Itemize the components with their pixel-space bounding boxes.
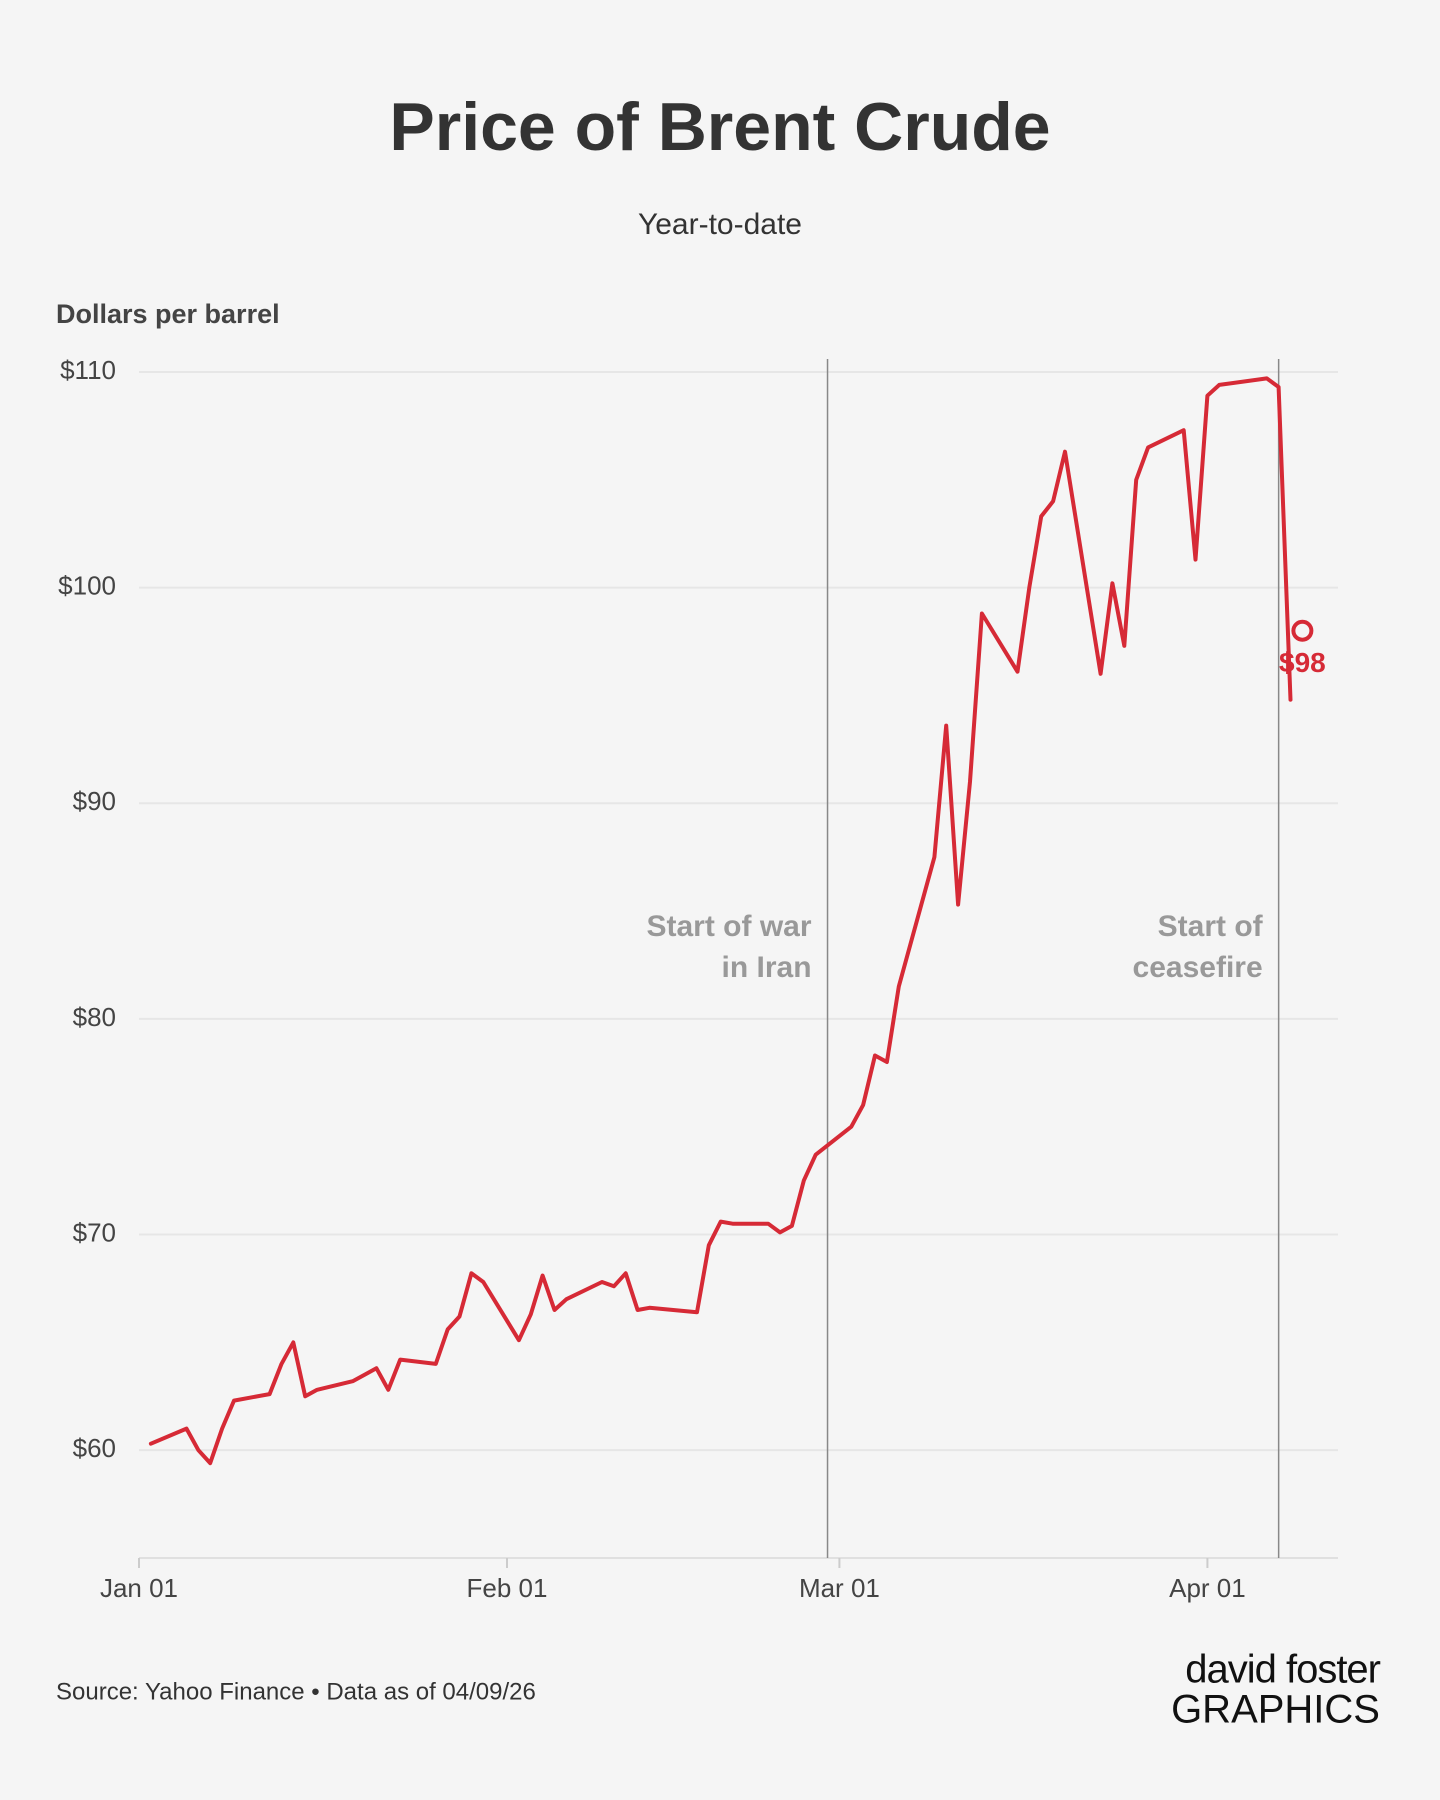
event-label: Start of war [647, 910, 812, 943]
logo-line2: GRAPHICS [1171, 1688, 1380, 1732]
event-label: ceasefire [1133, 951, 1263, 984]
x-tick-label: Apr 01 [1169, 1573, 1246, 1603]
y-tick-label: $80 [73, 1002, 116, 1032]
logo-line1: david foster [1185, 1648, 1380, 1692]
latest-label: $98 [1279, 647, 1326, 678]
y-tick-label: $70 [73, 1217, 116, 1247]
x-tick-label: Jan 01 [100, 1573, 178, 1603]
x-tick-label: Mar 01 [799, 1573, 880, 1603]
latest-marker [1291, 619, 1314, 642]
y-tick-label: $100 [58, 570, 116, 600]
x-tick-label: Feb 01 [467, 1573, 548, 1603]
y-axis-label: Dollars per barrel [56, 299, 280, 329]
y-tick-label: $110 [60, 355, 116, 385]
y-tick-label: $60 [73, 1433, 116, 1463]
chart-subtitle: Year-to-date [638, 208, 802, 241]
price-line [148, 376, 1293, 1466]
chart-title: Price of Brent Crude [389, 89, 1050, 165]
source: Source: Yahoo Finance • Data as of 04/09… [56, 1678, 536, 1705]
y-tick-label: $90 [73, 786, 116, 816]
event-label: in Iran [722, 951, 812, 984]
event-label: Start of [1158, 910, 1264, 943]
